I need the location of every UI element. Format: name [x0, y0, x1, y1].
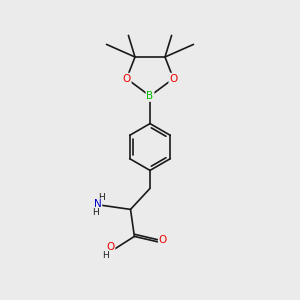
Text: O: O	[122, 74, 131, 84]
Text: B: B	[146, 91, 154, 101]
Text: O: O	[106, 242, 115, 252]
Text: H: H	[102, 250, 109, 260]
Text: H: H	[98, 193, 104, 202]
Text: N: N	[94, 199, 101, 209]
Text: H: H	[92, 208, 99, 217]
Text: O: O	[169, 74, 178, 84]
Text: O: O	[159, 235, 167, 245]
